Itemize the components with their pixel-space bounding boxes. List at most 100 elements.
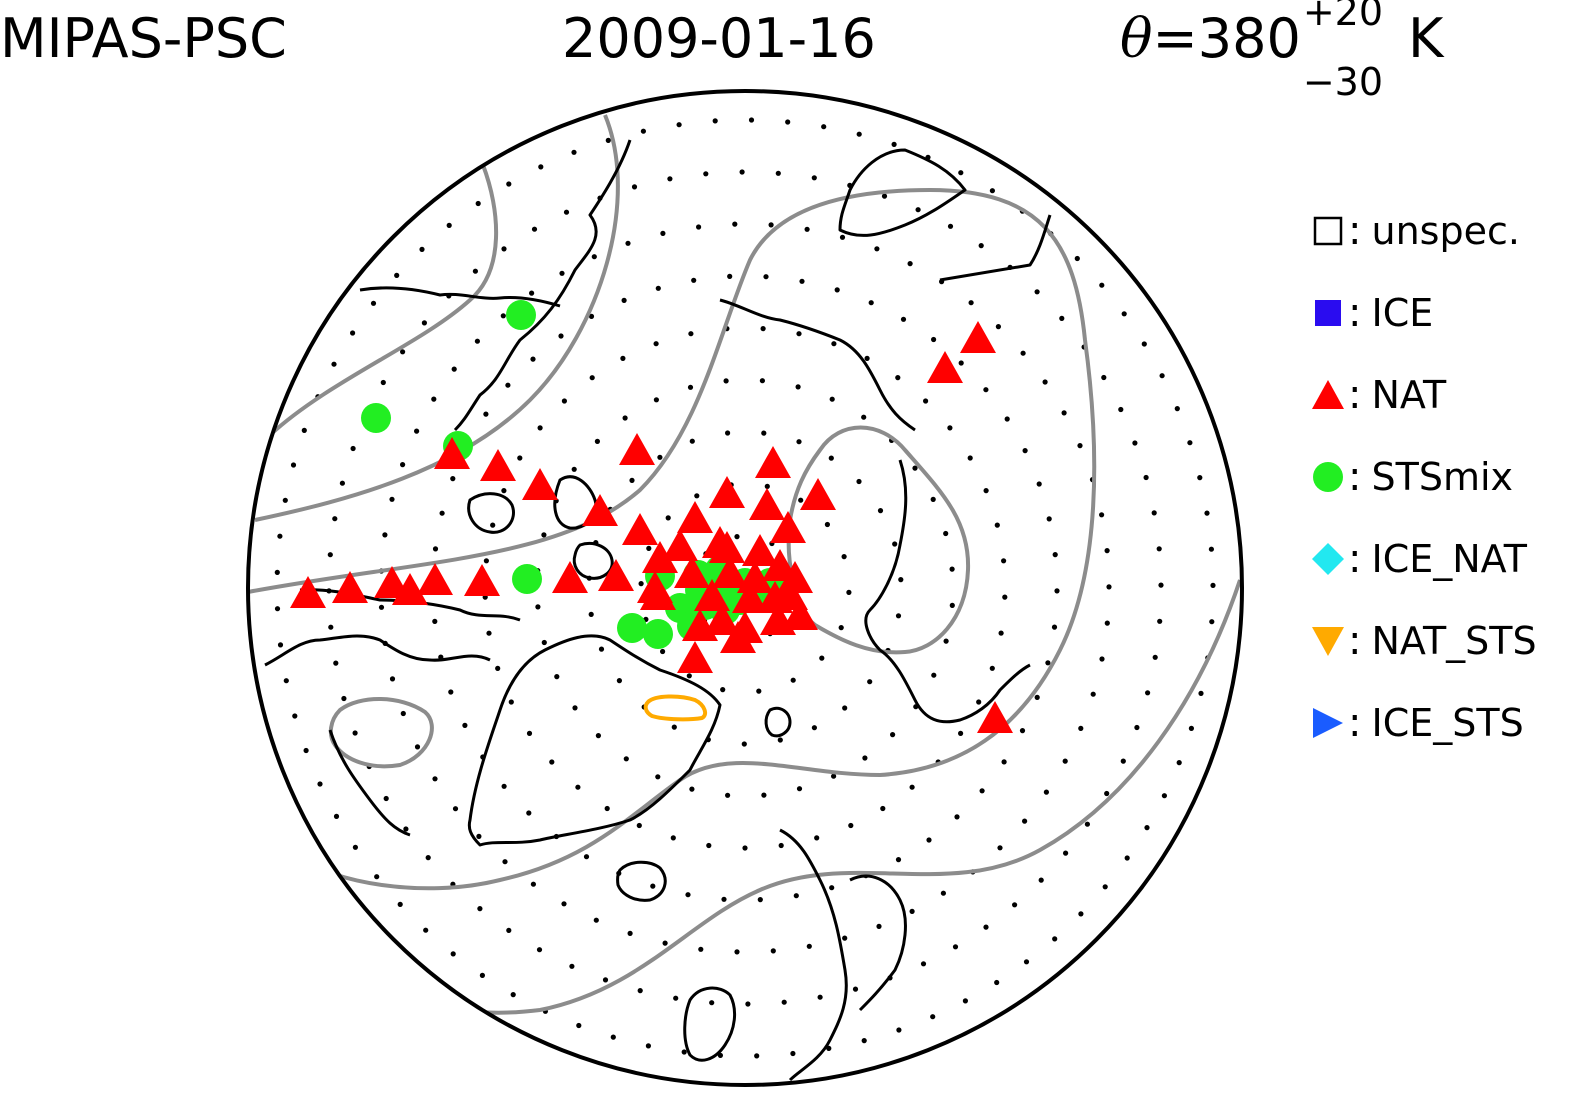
observation-dot — [976, 699, 982, 705]
observation-dot — [998, 630, 1004, 636]
observation-dot — [439, 510, 445, 516]
observation-dot — [655, 285, 661, 291]
observation-dot — [892, 541, 898, 547]
observation-dot — [994, 522, 1000, 528]
observation-dot — [898, 577, 904, 583]
observation-dot — [930, 496, 936, 502]
observation-dot — [506, 927, 512, 934]
observation-dot — [530, 881, 537, 887]
observation-dot — [811, 725, 818, 731]
observation-dot — [631, 184, 638, 190]
nat-detection-marker — [677, 501, 713, 533]
observation-dot — [831, 341, 837, 347]
observation-dot — [472, 268, 478, 274]
observation-dot — [290, 462, 297, 468]
observation-dot — [671, 724, 677, 730]
observation-dot — [665, 515, 671, 521]
observation-dot — [952, 944, 959, 950]
observation-dot — [301, 427, 307, 433]
legend-colon: : — [1348, 290, 1362, 336]
observation-dot — [1052, 552, 1058, 558]
observation-dot — [501, 783, 507, 789]
observation-dot — [627, 930, 633, 937]
observation-dot — [694, 493, 700, 499]
observation-dot — [838, 625, 844, 631]
observation-dot — [846, 589, 852, 596]
observation-dot — [277, 533, 283, 539]
legend-item-ice-nat: : ICE_NAT — [1310, 518, 1580, 600]
legend-colon: : — [1348, 618, 1362, 664]
plot-title-theta: θ=380 +20 −30 K — [1120, 0, 1443, 102]
observation-dot — [1158, 582, 1164, 588]
legend-label: STSmix — [1371, 455, 1514, 499]
triangle-right-marker-icon — [1313, 708, 1343, 738]
nat-detection-marker — [674, 556, 710, 588]
observation-dot — [483, 558, 489, 564]
observation-dot — [748, 117, 755, 123]
observation-dot — [1208, 546, 1214, 552]
observation-dot — [1042, 379, 1048, 385]
observation-dot — [763, 274, 769, 280]
observation-dot — [734, 534, 740, 540]
stsmix-detection-marker — [617, 613, 647, 643]
observation-dot — [333, 813, 340, 820]
nat-detection-marker — [782, 598, 818, 630]
stsmix-detection-marker — [361, 403, 391, 433]
observation-dot — [703, 171, 709, 177]
nat-markers — [290, 321, 1013, 733]
observation-dot — [389, 496, 395, 502]
observation-dot — [943, 530, 949, 537]
observation-dot — [538, 164, 544, 170]
observation-dot — [760, 326, 766, 332]
observation-dot — [432, 618, 438, 625]
observation-dot — [332, 516, 338, 522]
nat-detection-marker — [709, 476, 745, 508]
observation-dot — [602, 977, 609, 983]
observation-dot — [1120, 758, 1126, 764]
observation-dot — [403, 826, 409, 832]
nat-detection-marker — [622, 513, 658, 545]
observation-dot — [1099, 282, 1105, 288]
observation-dot — [625, 240, 631, 246]
observation-dot — [712, 118, 718, 124]
observation-dot — [989, 188, 996, 194]
observation-dot — [673, 995, 679, 1001]
legend-label: ICE — [1371, 291, 1434, 335]
observation-dot — [414, 428, 420, 434]
nat-detection-marker — [757, 581, 793, 613]
nat-detection-marker — [637, 571, 673, 603]
observation-dot — [1059, 315, 1065, 321]
legend-colon: : — [1348, 372, 1362, 418]
map-boundary — [246, 89, 1244, 1087]
observation-dot — [563, 209, 570, 215]
plot-title-date: 2009-01-16 — [562, 7, 876, 70]
coastline — [849, 874, 907, 1012]
observation-dot — [1052, 936, 1058, 942]
observation-dot — [920, 961, 927, 967]
observation-dot — [687, 384, 694, 390]
observation-dot — [862, 755, 868, 761]
coastline — [264, 634, 491, 667]
contour-line — [384, 579, 1242, 1015]
observation-dot — [282, 497, 288, 503]
observation-dot — [588, 313, 595, 319]
observation-dot — [1134, 724, 1140, 731]
observation-dot — [446, 222, 452, 228]
observation-dot — [657, 454, 663, 460]
observation-dot — [495, 665, 501, 672]
observation-dot — [605, 137, 611, 143]
observation-dot — [622, 415, 628, 421]
observation-dot — [781, 999, 787, 1005]
observation-dot — [1036, 481, 1042, 487]
observation-dot — [698, 946, 704, 952]
observation-dot — [741, 741, 747, 747]
observation-dot — [764, 483, 770, 489]
observation-dot — [483, 411, 489, 417]
observation-dot — [732, 221, 738, 227]
observation-dot — [610, 1034, 616, 1040]
observation-dot — [500, 313, 506, 319]
observation-dot — [1141, 341, 1147, 347]
legend-item-unspec-: : unspec. — [1310, 190, 1580, 272]
observation-dot — [1197, 475, 1203, 481]
observation-dot — [915, 207, 921, 213]
